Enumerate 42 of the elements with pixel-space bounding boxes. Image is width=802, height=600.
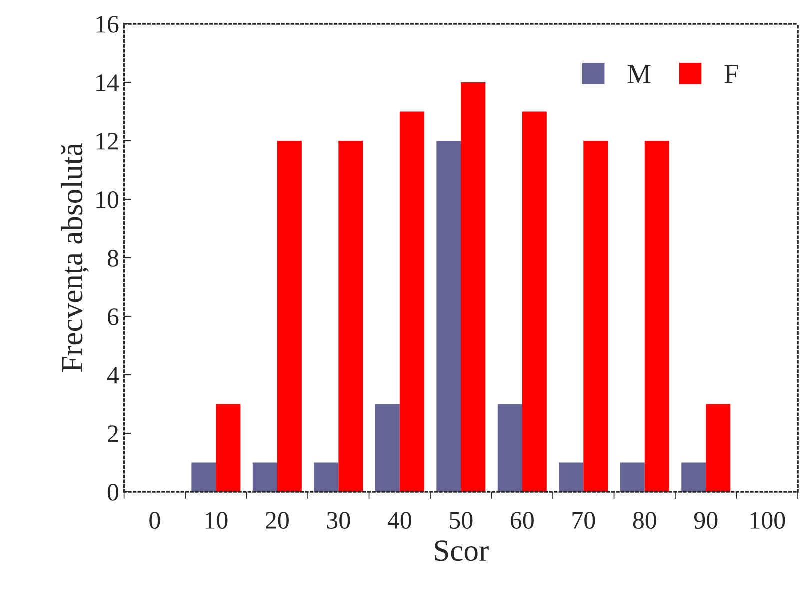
bar [375,404,400,492]
x-tick-label: 70 [572,512,596,530]
y-axis-title: Frecvența absolută [61,143,89,372]
bar [277,141,302,492]
y-tick-label: 6 [108,308,119,326]
legend-label: F [724,65,738,84]
y-tick-label: 10 [96,192,118,208]
x-tick-label: 80 [633,512,656,530]
x-tick-label: 30 [327,512,350,530]
y-tick-label: 8 [108,250,118,267]
x-tick-label: 50 [450,512,473,530]
bar [584,141,608,492]
y-tick-label: 14 [96,74,120,92]
bar [522,112,547,492]
y-tick-label: 16 [96,16,119,33]
bar [192,462,216,492]
bar [216,404,241,492]
bar [559,462,584,492]
bar [338,141,364,492]
bar [644,141,670,492]
bar [682,462,706,492]
x-axis-title: Scor [435,540,489,562]
x-tick-label: 40 [388,512,412,530]
bar [461,82,486,492]
x-tick-label: 10 [206,512,228,530]
y-tick-label: 12 [96,133,118,150]
y-tick-label: 4 [107,367,120,384]
x-tick-label: 100 [750,512,786,530]
x-tick-label: 90 [694,512,718,530]
x-tick-label: 60 [510,512,534,530]
y-tick-label: 0 [108,484,118,501]
x-tick-label: 0 [150,512,160,530]
bar [400,112,424,492]
bar [436,141,462,492]
legend-label: M [628,65,651,84]
bar [314,462,339,492]
bar [498,404,522,492]
x-tick-label: 20 [266,512,289,530]
bar [620,462,645,492]
y-tick-label: 2 [108,426,118,442]
bar [252,462,278,492]
bar [706,404,731,492]
